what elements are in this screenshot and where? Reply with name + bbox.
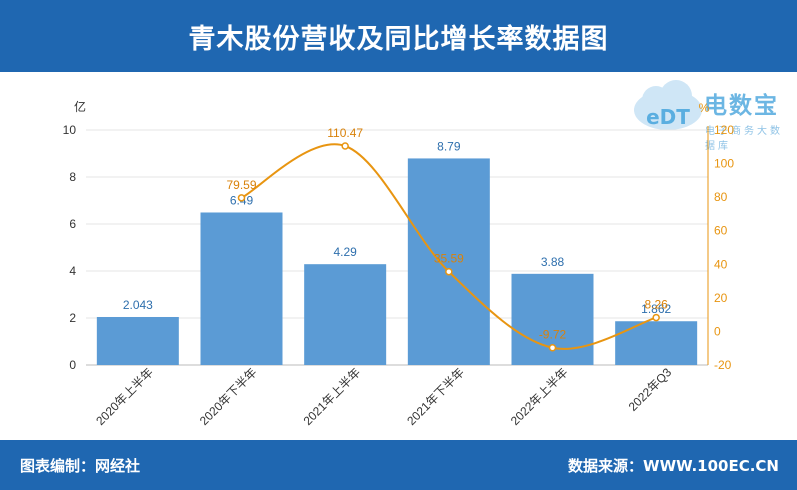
header-banner: 青木股份营收及同比增长率数据图 [0, 0, 797, 72]
right-tick-label: 0 [714, 324, 721, 338]
x-tick-label: 2020年下半年 [197, 365, 260, 428]
right-tick-label: 40 [714, 257, 728, 271]
x-tick-label: 2022年Q3 [626, 365, 675, 414]
x-tick-label: 2021年下半年 [404, 365, 467, 428]
right-tick-label: 120 [714, 123, 734, 137]
bars: 2.0436.494.298.793.881.862 [96, 139, 698, 365]
grid-lines [86, 129, 708, 366]
right-tick-label: 60 [714, 224, 728, 238]
page-title: 青木股份营收及同比增长率数据图 [188, 23, 609, 55]
growth-point-3 [548, 343, 557, 352]
bar-5 [615, 321, 698, 365]
left-tick-label: 4 [69, 264, 76, 278]
x-tick-label: 2022年上半年 [508, 365, 571, 428]
right-axis-unit: % [699, 101, 710, 115]
left-tick-label: 6 [69, 217, 76, 231]
logo-brand: 电数宝 [704, 93, 779, 119]
right-tick-label: 20 [714, 291, 728, 305]
growth-line: 79.59 110.47 35.59 -9.72 8.26 [226, 126, 668, 352]
growth-point-4 [652, 313, 660, 322]
growth-value-label: 110.47 [327, 126, 363, 140]
cloud-logo-icon: eDT [634, 80, 702, 130]
right-tick-label: 100 [714, 157, 734, 171]
left-tick-label: 10 [63, 123, 77, 137]
bar-1 [200, 212, 283, 365]
left-axis: 0 2 4 6 8 10 亿 [63, 99, 86, 372]
left-axis-unit: 亿 [74, 99, 86, 114]
right-tick-label: 80 [714, 190, 728, 204]
growth-point-1 [341, 142, 349, 150]
growth-value-label: 8.26 [644, 298, 668, 312]
footer-source: 数据来源：WWW.100EC.CN [568, 457, 779, 475]
bar-value-label: 2.043 [123, 298, 153, 312]
bar-value-label: 3.88 [541, 255, 565, 269]
left-tick-label: 2 [69, 311, 76, 325]
growth-value-label: -9.72 [539, 328, 567, 342]
bar-value-label: 8.79 [437, 139, 461, 153]
footer-banner: 图表编制：网经社 数据来源：WWW.100EC.CN [0, 440, 797, 490]
bar-3 [407, 158, 490, 365]
bar-value-label: 1.862 [641, 302, 671, 316]
x-tick-label: 2021年上半年 [301, 365, 364, 428]
logo: eDT 电数宝 电子商务大数据库 [628, 78, 793, 152]
bar-value-label: 4.29 [333, 245, 357, 259]
left-tick-label: 8 [69, 170, 76, 184]
growth-value-label: 79.59 [226, 178, 256, 192]
left-tick-label: 0 [69, 358, 76, 372]
x-axis-labels: 2020年上半年 2020年下半年 2021年上半年 2021年下半年 2022年上半年… [93, 365, 674, 428]
logo-subtitle: 电子商务大数据库 [705, 126, 783, 152]
growth-point-0 [237, 194, 246, 202]
growth-value-label: 35.59 [434, 252, 464, 266]
right-axis: -20 0 20 40 60 80 100 120% [699, 101, 735, 372]
growth-point-2 [445, 267, 453, 276]
footer-credit: 图表编制：网经社 [20, 457, 141, 475]
growth-line-path [241, 143, 657, 350]
bar-2 [304, 264, 387, 365]
x-tick-label: 2020年上半年 [93, 365, 156, 428]
logo-mark: eDT [646, 105, 690, 129]
right-tick-label: -20 [714, 358, 732, 372]
bar-0 [96, 316, 179, 365]
